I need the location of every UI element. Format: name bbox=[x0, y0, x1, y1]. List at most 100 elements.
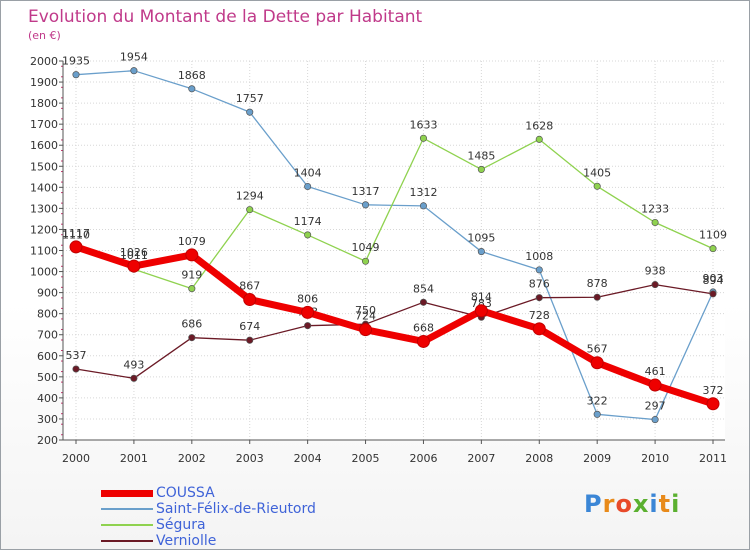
data-point bbox=[304, 182, 312, 191]
data-point bbox=[709, 245, 717, 253]
data-label: 1935 bbox=[62, 55, 90, 68]
data-point bbox=[72, 71, 80, 79]
data-label: 1008 bbox=[525, 250, 553, 263]
x-tick-label: 2005 bbox=[352, 452, 380, 465]
legend-item: Saint-Félix-de-Rieutord bbox=[101, 501, 316, 517]
legend-label: Ségura bbox=[156, 517, 206, 533]
legend-label: Saint-Félix-de-Rieutord bbox=[156, 501, 316, 517]
data-label: 867 bbox=[239, 280, 260, 293]
y-tick-label: 2000 bbox=[30, 55, 58, 68]
data-point bbox=[304, 231, 312, 239]
x-tick-label: 2008 bbox=[525, 452, 553, 465]
data-label: 461 bbox=[645, 365, 666, 378]
data-point bbox=[188, 334, 196, 342]
data-point bbox=[593, 410, 601, 418]
y-tick-label: 1500 bbox=[30, 160, 58, 173]
data-label: 668 bbox=[413, 321, 434, 334]
data-label: 322 bbox=[587, 394, 608, 407]
data-label: 1405 bbox=[583, 166, 611, 179]
legend-swatch bbox=[101, 524, 153, 526]
data-point bbox=[416, 334, 430, 348]
legend-item: COUSSA bbox=[101, 485, 316, 501]
data-point bbox=[130, 374, 138, 382]
data-label: 903 bbox=[703, 272, 724, 285]
data-label: 1757 bbox=[236, 92, 264, 105]
data-label: 1633 bbox=[409, 118, 437, 131]
data-label: 1485 bbox=[467, 149, 495, 162]
y-tick-label: 500 bbox=[37, 371, 58, 384]
chart-subtitle: (en €) bbox=[28, 29, 61, 42]
data-point bbox=[651, 218, 659, 227]
data-point bbox=[593, 293, 601, 301]
data-label: 1026 bbox=[120, 246, 148, 259]
x-tick-label: 2007 bbox=[467, 452, 495, 465]
logo-letter: o bbox=[615, 490, 633, 518]
series-line bbox=[75, 137, 714, 290]
y-tick-label: 1400 bbox=[30, 181, 58, 194]
data-point bbox=[188, 285, 196, 293]
y-tick-label: 1600 bbox=[30, 139, 58, 152]
data-label: 814 bbox=[471, 291, 492, 304]
x-tick-label: 2000 bbox=[62, 452, 90, 465]
y-tick-label: 1000 bbox=[30, 266, 58, 279]
data-point bbox=[304, 322, 312, 330]
data-point bbox=[246, 206, 254, 214]
x-tick-label: 2001 bbox=[120, 452, 148, 465]
data-label: 806 bbox=[297, 292, 318, 305]
data-point bbox=[474, 304, 488, 318]
data-label: 1628 bbox=[525, 119, 553, 132]
data-point bbox=[532, 322, 546, 336]
data-point bbox=[419, 202, 428, 210]
data-label: 938 bbox=[645, 265, 666, 278]
data-label: 1117 bbox=[62, 227, 90, 240]
y-tick-label: 1200 bbox=[30, 223, 58, 236]
y-tick-label: 200 bbox=[37, 434, 58, 447]
legend-swatch bbox=[101, 489, 153, 497]
data-point bbox=[651, 281, 659, 289]
proxiti-logo: Proxiti bbox=[584, 490, 680, 518]
legend-item: Verniolle bbox=[101, 533, 316, 549]
logo-letter: i bbox=[671, 490, 681, 518]
logo-letter: t bbox=[658, 490, 672, 518]
series-line bbox=[75, 70, 714, 421]
logo-letter: i bbox=[649, 490, 659, 518]
data-label: 1868 bbox=[178, 69, 206, 82]
data-point bbox=[648, 378, 662, 392]
data-label: 1095 bbox=[467, 232, 495, 245]
data-label: 1317 bbox=[352, 185, 380, 198]
x-tick-label: 2002 bbox=[178, 452, 206, 465]
data-label: 1954 bbox=[120, 51, 148, 64]
series-line bbox=[72, 243, 717, 408]
data-label: 750 bbox=[355, 304, 376, 317]
x-tick-label: 2011 bbox=[699, 452, 727, 465]
data-label: 1174 bbox=[294, 215, 322, 228]
data-label: 1109 bbox=[699, 229, 727, 242]
data-label: 876 bbox=[529, 278, 550, 291]
logo-letter: r bbox=[602, 490, 616, 518]
legend-label: Verniolle bbox=[156, 533, 217, 549]
series-s-gura: 1110 1011 919 1294 1174 1049 1633 1485 1628 1405 1… bbox=[62, 118, 727, 293]
data-label: 854 bbox=[413, 282, 434, 295]
data-point bbox=[246, 108, 254, 116]
data-label: 674 bbox=[239, 320, 260, 333]
data-point bbox=[535, 266, 543, 274]
data-point bbox=[651, 416, 659, 424]
data-label: 894 bbox=[703, 274, 724, 287]
data-label: 1233 bbox=[641, 202, 669, 215]
data-point bbox=[535, 294, 543, 302]
data-label: 297 bbox=[645, 400, 666, 413]
series-saint-f-lix-de-rieutord: 1935 1954 1868 1757 1404 1317 1312 1095 1008 322 2… bbox=[62, 51, 724, 424]
data-point bbox=[709, 290, 717, 298]
y-tick-label: 700 bbox=[37, 329, 58, 342]
data-point bbox=[477, 165, 485, 173]
logo-letter: P bbox=[584, 490, 603, 518]
series-coussa: 1117 1026 1079 867 806 724 668 814 728 567 461 372 bbox=[62, 227, 724, 411]
data-label: 1049 bbox=[352, 241, 380, 254]
x-tick-label: 2004 bbox=[294, 452, 322, 465]
data-label: 686 bbox=[181, 318, 202, 331]
y-tick-label: 1100 bbox=[30, 245, 58, 258]
data-label: 1110 bbox=[62, 228, 90, 241]
chart-title: Evolution du Montant de la Dette par Hab… bbox=[28, 7, 423, 27]
data-label: 1404 bbox=[294, 166, 322, 179]
